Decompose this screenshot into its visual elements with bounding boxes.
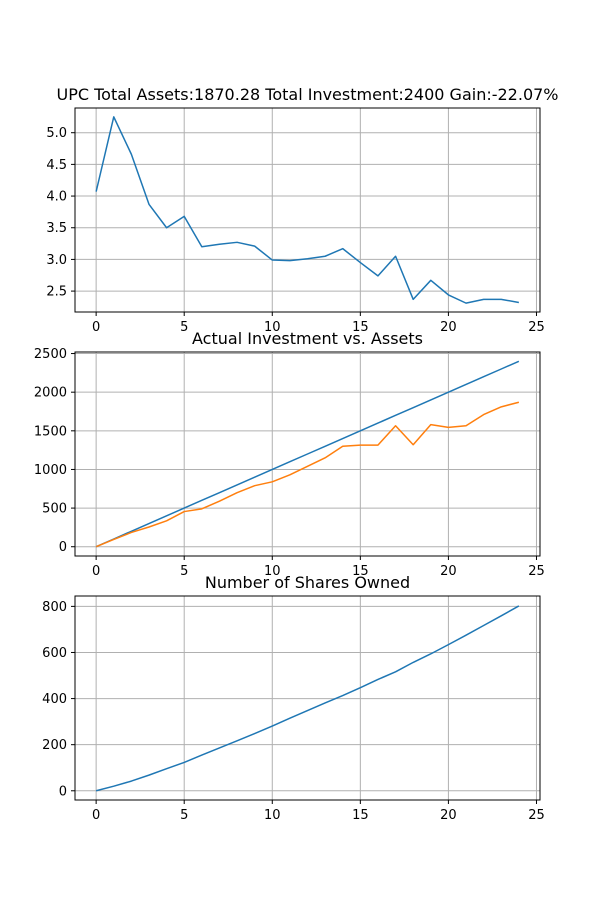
series-line-2	[95, 401, 520, 548]
y-tick-label: 1000	[34, 463, 67, 478]
x-tick-label: 5	[180, 320, 188, 335]
y-tick-label: 2000	[34, 386, 67, 401]
x-tick-label: 25	[528, 808, 545, 823]
series-line-1	[95, 605, 520, 792]
y-tick-label: 2.5	[46, 285, 67, 300]
chart-panel-1: 0 5 10 15 20 25 2.5 3.0 3.5 4.0 4.5 5.0 UPC Total As…	[46, 85, 558, 335]
y-tick-label: 2500	[34, 347, 67, 362]
x-tick-label: 20	[440, 320, 457, 335]
x-tick-label: 0	[92, 564, 100, 579]
y-tick-label: 800	[42, 600, 67, 615]
y-tick-label: 500	[42, 502, 67, 517]
x-tick-label: 25	[528, 320, 545, 335]
y-tick-label: 0	[59, 540, 67, 555]
y-tick-label: 200	[42, 738, 67, 753]
axes-frame	[74, 351, 541, 557]
x-tick-label: 5	[180, 564, 188, 579]
chart-title: Number of Shares Owned	[205, 573, 410, 592]
y-tick-label: 5.0	[46, 126, 67, 141]
chart-panel-2: 0 5 10 15 20 25 0 500 1000 1500 2000 2500 Actual Inv…	[34, 329, 545, 579]
series-line-1	[95, 116, 519, 304]
y-tick-label: 4.5	[46, 158, 67, 173]
axes-frame	[74, 595, 541, 801]
x-tick-label: 5	[180, 808, 188, 823]
chart-panel-3: 0 5 10 15 20 25 0 200 400 600 800 Number of Shares …	[42, 573, 545, 823]
x-tick-label: 15	[352, 320, 369, 335]
y-tick-label: 4.0	[46, 190, 67, 205]
x-tick-label: 15	[352, 808, 369, 823]
y-tick-label: 3.0	[46, 253, 67, 268]
y-tick-label: 0	[59, 784, 67, 799]
chart-title: UPC Total Assets:1870.28 Total Investmen…	[56, 85, 558, 104]
y-tick-label: 3.5	[46, 221, 67, 236]
chart-title: Actual Investment vs. Assets	[192, 329, 423, 348]
x-tick-label: 10	[264, 564, 281, 579]
y-tick-label: 1500	[34, 424, 67, 439]
axes-frame	[74, 107, 541, 313]
x-tick-label: 10	[264, 808, 281, 823]
series-line-1	[95, 360, 520, 548]
x-tick-label: 10	[264, 320, 281, 335]
y-tick-label: 400	[42, 692, 67, 707]
x-tick-label: 20	[440, 564, 457, 579]
x-tick-label: 0	[92, 808, 100, 823]
y-tick-label: 600	[42, 646, 67, 661]
x-tick-label: 25	[528, 564, 545, 579]
x-tick-label: 15	[352, 564, 369, 579]
x-tick-label: 0	[92, 320, 100, 335]
x-tick-label: 20	[440, 808, 457, 823]
